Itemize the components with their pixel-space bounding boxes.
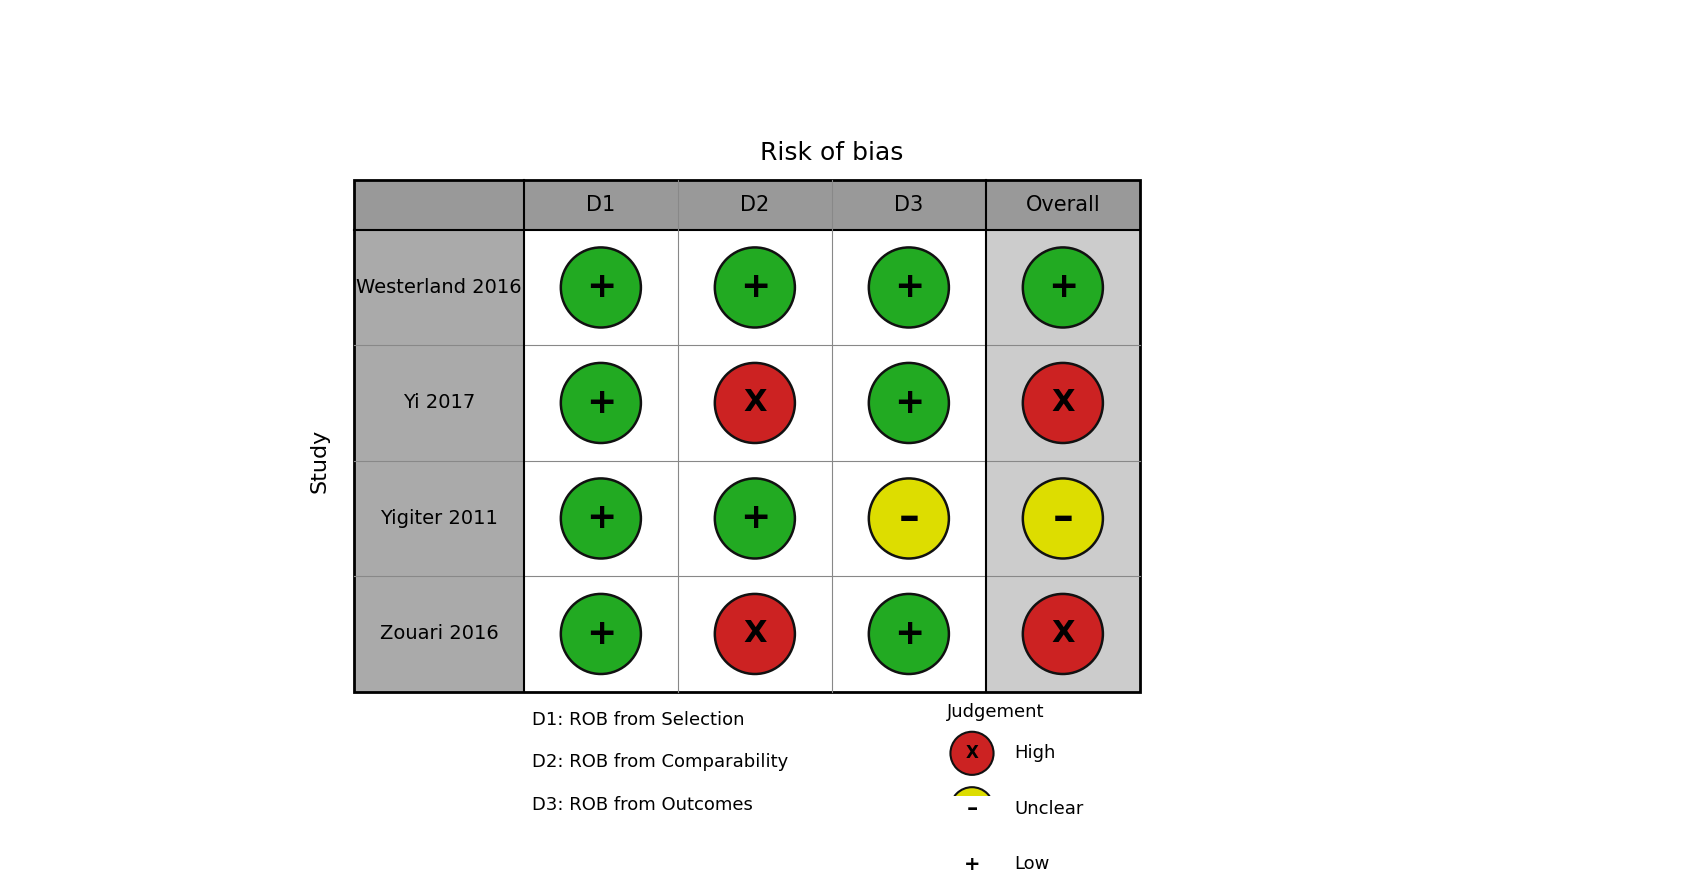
Text: +: + [894, 386, 924, 420]
Text: D2: D2 [740, 195, 770, 215]
Text: X: X [965, 745, 979, 763]
Bar [523, 180, 1139, 230]
Bar [985, 230, 1139, 345]
Text: High: High [1014, 745, 1056, 763]
Circle shape [950, 732, 994, 775]
Text: X: X [1051, 389, 1075, 417]
Bar [523, 577, 677, 692]
Circle shape [950, 843, 994, 886]
Bar [831, 345, 985, 460]
Circle shape [714, 594, 796, 674]
Circle shape [869, 363, 948, 443]
Circle shape [1023, 248, 1102, 327]
Circle shape [560, 363, 642, 443]
Text: Yi 2017: Yi 2017 [403, 393, 476, 412]
Bar [831, 230, 985, 345]
Circle shape [714, 363, 796, 443]
Circle shape [869, 594, 948, 674]
Bar [677, 577, 831, 692]
Bar [677, 460, 831, 577]
Bar [677, 230, 831, 345]
Text: Low: Low [1014, 856, 1050, 873]
Circle shape [560, 248, 642, 327]
Text: Risk of bias: Risk of bias [760, 140, 904, 164]
Bar [354, 230, 523, 345]
Bar [985, 345, 1139, 460]
Text: +: + [586, 502, 616, 536]
Text: Study: Study [310, 428, 330, 493]
Bar [523, 345, 677, 460]
Bar [354, 180, 1139, 692]
Text: +: + [586, 271, 616, 305]
Text: +: + [586, 386, 616, 420]
Text: +: + [894, 617, 924, 651]
Text: –: – [1053, 497, 1073, 539]
Bar [354, 180, 523, 230]
Circle shape [1023, 478, 1102, 559]
Text: D1: ROB from Selection: D1: ROB from Selection [532, 711, 743, 729]
Bar [831, 460, 985, 577]
Text: Zouari 2016: Zouari 2016 [379, 625, 498, 644]
Bar [354, 345, 523, 460]
Circle shape [869, 478, 948, 559]
Bar [523, 460, 677, 577]
Circle shape [1023, 594, 1102, 674]
Circle shape [560, 594, 642, 674]
Text: +: + [1048, 271, 1078, 305]
Text: Westerland 2016: Westerland 2016 [356, 278, 521, 297]
Text: D1: D1 [586, 195, 616, 215]
Bar [985, 577, 1139, 692]
Bar [523, 230, 677, 345]
Text: Yigiter 2011: Yigiter 2011 [381, 509, 498, 528]
Text: +: + [963, 855, 980, 873]
Text: D3: ROB from Outcomes: D3: ROB from Outcomes [532, 796, 752, 814]
Circle shape [714, 248, 796, 327]
Circle shape [950, 788, 994, 831]
Circle shape [714, 478, 796, 559]
Bar [354, 577, 523, 692]
Circle shape [869, 248, 948, 327]
Bar [354, 460, 523, 577]
Circle shape [1023, 363, 1102, 443]
Text: Unclear: Unclear [1014, 800, 1084, 818]
Text: X: X [743, 389, 767, 417]
Text: Overall: Overall [1026, 195, 1100, 215]
Text: D3: D3 [894, 195, 923, 215]
Circle shape [560, 478, 642, 559]
Bar [831, 577, 985, 692]
Text: +: + [740, 271, 770, 305]
Text: +: + [894, 271, 924, 305]
Text: X: X [1051, 620, 1075, 648]
Text: Judgement: Judgement [948, 704, 1045, 721]
Bar [985, 460, 1139, 577]
Text: –: – [899, 497, 919, 539]
Text: –: – [967, 798, 977, 819]
Bar [677, 345, 831, 460]
Text: +: + [586, 617, 616, 651]
Text: X: X [743, 620, 767, 648]
Text: D2: ROB from Comparability: D2: ROB from Comparability [532, 754, 787, 772]
Text: +: + [740, 502, 770, 536]
